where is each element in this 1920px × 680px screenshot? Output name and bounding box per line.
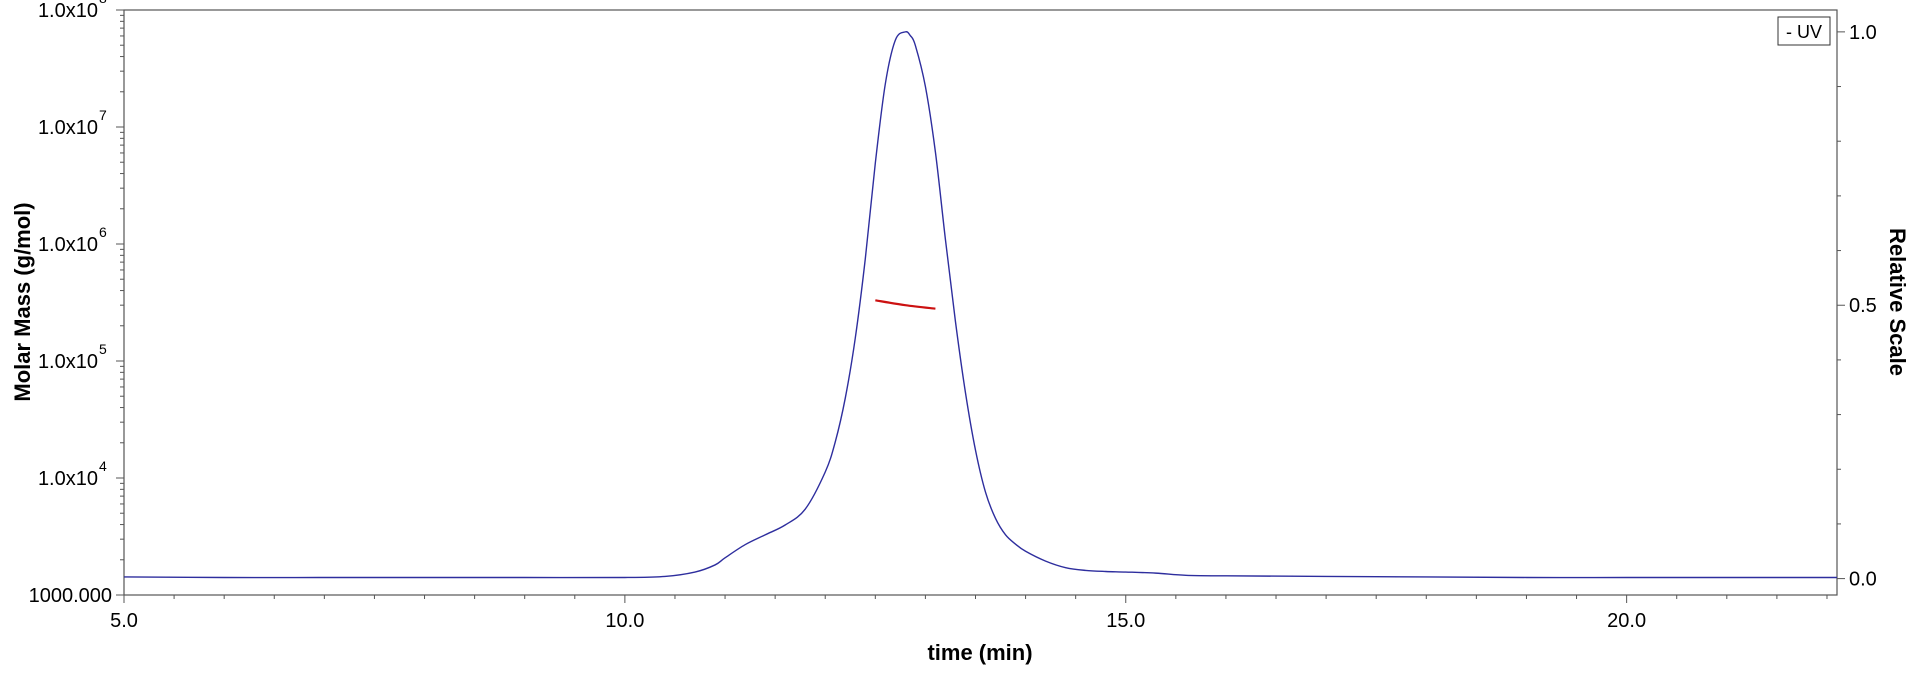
x-axis-title: time (min) bbox=[927, 640, 1032, 665]
legend-entry-uv: - UV bbox=[1786, 22, 1822, 42]
y-left-tick-label: 1.0x10 bbox=[38, 351, 98, 373]
y-right-tick-label: 1.0 bbox=[1849, 22, 1877, 44]
legend-box bbox=[1777, 16, 1831, 46]
y-left-tick-label: 1.0x10 bbox=[38, 0, 98, 22]
legend: - UV bbox=[1777, 16, 1831, 46]
y-left-tick-exponent: 8 bbox=[99, 0, 107, 6]
x-tick-label: 5.0 bbox=[110, 610, 138, 632]
y-right-tick-label: 0.0 bbox=[1849, 569, 1877, 591]
y-left-axis-title: Molar Mass (g/mol) bbox=[10, 202, 35, 401]
y-left-tick-label: 1000.000 bbox=[29, 585, 112, 607]
y-right-axis-ticks: 0.0 0.5 1.0 bbox=[1837, 22, 1877, 591]
x-axis-ticks: 5.0 10.0 15.0 20.0 bbox=[110, 595, 1828, 632]
x-tick-label: 15.0 bbox=[1106, 610, 1145, 632]
x-tick-label: 10.0 bbox=[605, 610, 644, 632]
y-left-tick-exponent: 6 bbox=[99, 224, 107, 240]
y-left-tick-label: 1.0x10 bbox=[38, 234, 98, 256]
y-right-axis-title: Relative Scale bbox=[1885, 228, 1910, 376]
series-line-molar-mass bbox=[875, 299, 936, 310]
series-line-uv bbox=[123, 31, 1837, 579]
y-left-tick-label: 1.0x10 bbox=[38, 468, 98, 490]
y-right-tick-label: 0.5 bbox=[1849, 295, 1877, 317]
y-left-axis-ticks: 1000.0001.0x1041.0x1051.0x1061.0x1071.0x… bbox=[29, 0, 124, 607]
y-left-tick-exponent: 5 bbox=[99, 341, 107, 357]
y-left-tick-label: 1.0x10 bbox=[38, 117, 98, 139]
y-left-tick-exponent: 4 bbox=[99, 458, 107, 474]
x-tick-label: 20.0 bbox=[1607, 610, 1646, 632]
series-layer bbox=[123, 31, 1837, 579]
y-left-tick-exponent: 7 bbox=[99, 107, 107, 123]
plot-area bbox=[123, 9, 1838, 596]
